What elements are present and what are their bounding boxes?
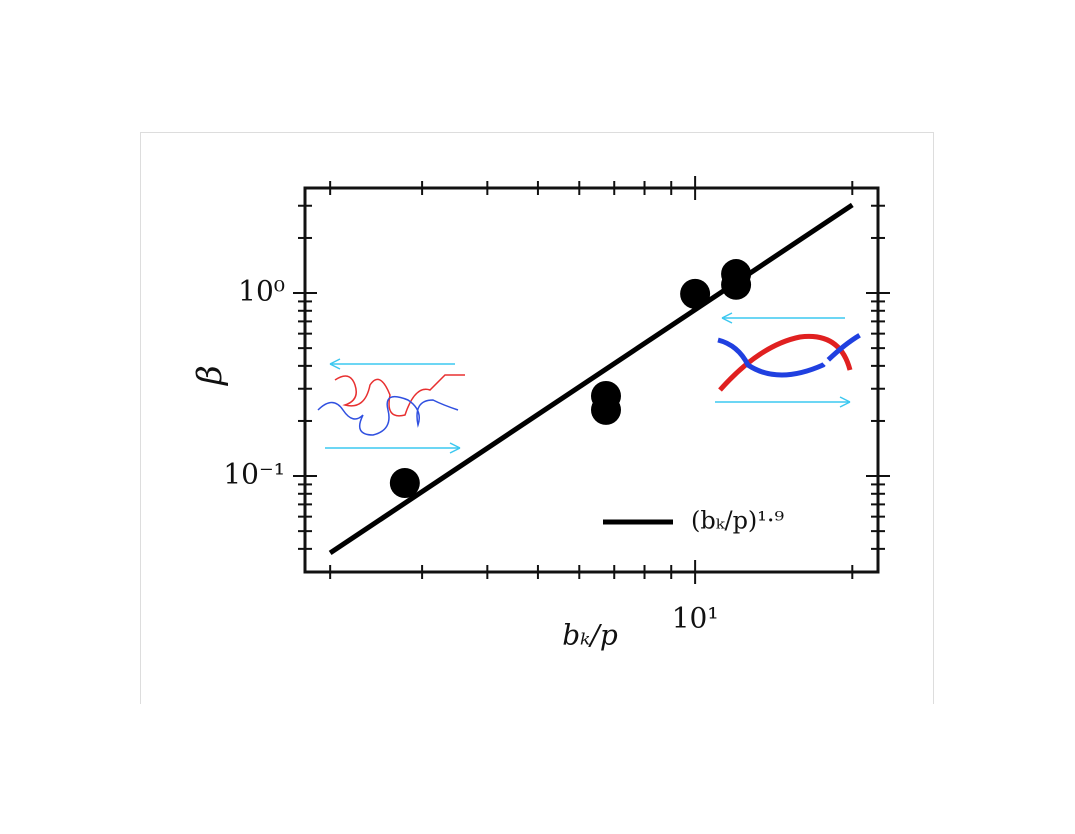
x-axis-label: bₖ/p [562,619,618,652]
data-point [680,278,711,309]
y-axis-label: β [190,365,230,387]
x-tick-label: 10¹ [672,602,719,635]
data-point [389,468,420,499]
plot-frame [303,186,880,574]
y-tick-label: 10⁻¹ [223,458,285,491]
coil-inset [317,358,465,454]
data-point [721,269,752,300]
figure-panel [140,132,934,733]
y-tick-label: 10⁰ [238,275,285,308]
fit-line [328,202,854,556]
panel-cut [0,704,1075,830]
stretched-inset [715,312,862,408]
legend-label: (bₖ/p)¹·⁹ [691,507,785,535]
data-point [590,394,621,425]
